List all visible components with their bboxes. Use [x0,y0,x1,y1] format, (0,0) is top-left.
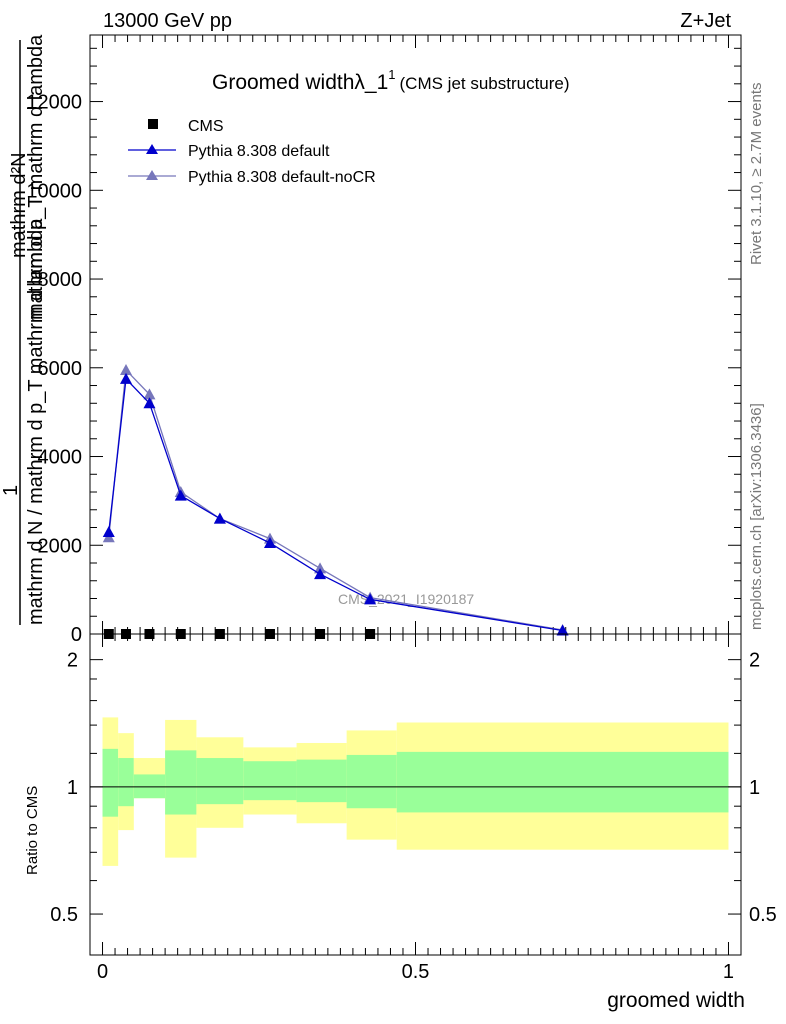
pythia-default-point [143,397,156,409]
ratio-ytick-label: 0.5 [50,904,78,926]
legend-default-marker [146,144,158,154]
main-ytick-label: 2000 [38,535,83,557]
ratio-band-green [296,759,347,803]
mcplots-label: mcplots.cern.ch [arXiv:1306.3436] [748,403,765,630]
xtick-label: 0 [97,961,108,983]
legend-nocr-label: Pythia 8.308 default-noCR [188,169,376,186]
plot-title: Groomed widthλ_11 (CMS jet substructure) [212,67,570,94]
pythia-nocr-point [143,388,156,400]
header-process: Z+Jet [680,10,731,32]
legend-nocr-marker [146,170,158,180]
pythia-default-line [108,377,563,632]
ratio-band-green [396,751,729,813]
plot-title-suffix: (CMS jet substructure) [400,74,570,93]
main-ytick-label: 4000 [38,447,83,469]
pythia-default-point [102,525,115,537]
ratio-band-green [118,758,134,807]
ratio-band-green [165,750,197,815]
ylabel-numerator-2: mathrm d p_T mathrm d lambda [25,34,47,320]
ylabel-numerator-1: mathrm d²N [8,152,30,258]
ratio-ylabel: Ratio to CMS [24,786,41,875]
pythia-nocr-point [314,562,327,574]
ratio-band-green [102,748,119,817]
xtick-label: 0.5 [402,961,430,983]
pythia-nocr-point [119,363,132,375]
main-ytick-label: 12000 [26,92,82,114]
plot-title-superscript: 1 [388,67,395,82]
xtick-label: 1 [723,961,734,983]
main-series-layer [102,363,569,639]
main-ytick-label: 8000 [38,269,83,291]
ratio-ytick-label: 2 [67,650,78,672]
pythia-default-point [314,568,327,580]
main-ytick-label: 10000 [26,180,82,202]
ylabel-one: 1 [0,485,22,496]
xtick-labels: 0 0.5 1 [97,961,734,983]
ratio-ytick-labels: 0.5 0.5 1 1 2 2 [50,650,777,926]
main-ytick-label: 0 [71,624,82,646]
legend-default-label: Pythia 8.308 default [188,143,330,160]
pythia-default-point [364,593,377,605]
ratio-band-green [133,774,166,799]
x-axis-label: groomed width [607,989,745,1012]
ylabel-denominator: mathrm d N / mathrm d p_T mathrm d lambd… [25,218,47,625]
ratio-band-green [243,761,297,801]
ratio-ytick-label: 1 [67,777,78,799]
ratio-band-green [346,754,397,809]
legend-cms-marker [148,119,158,129]
rivet-label: Rivet 3.1.10, ≥ 2.7M events [748,83,765,266]
main-ytick-labels: 0 2000 4000 6000 8000 10000 12000 [26,92,82,646]
plot-title-main: Groomed widthλ_1 [212,71,388,94]
pythia-default-point [213,512,226,524]
header-energy: 13000 GeV pp [103,10,232,32]
ratio-ytick-label-right: 0.5 [749,904,777,926]
main-ylabel: mathrm d²N mathrm d p_T mathrm d lambda … [0,34,47,625]
legend: CMS Pythia 8.308 default Pythia 8.308 de… [128,118,376,186]
ratio-axis-ticks [90,634,741,955]
ratio-band-green [196,758,244,805]
ratio-bands [102,717,729,866]
ratio-ytick-label-right: 1 [749,777,760,799]
pythia-default-point [556,624,569,636]
main-ytick-label: 6000 [38,358,83,380]
pythia-default-point [263,537,276,549]
legend-cms-label: CMS [188,118,224,135]
pythia-default-point [119,372,132,384]
pythia-default-point [174,489,187,501]
ratio-ytick-label-right: 2 [749,650,760,672]
